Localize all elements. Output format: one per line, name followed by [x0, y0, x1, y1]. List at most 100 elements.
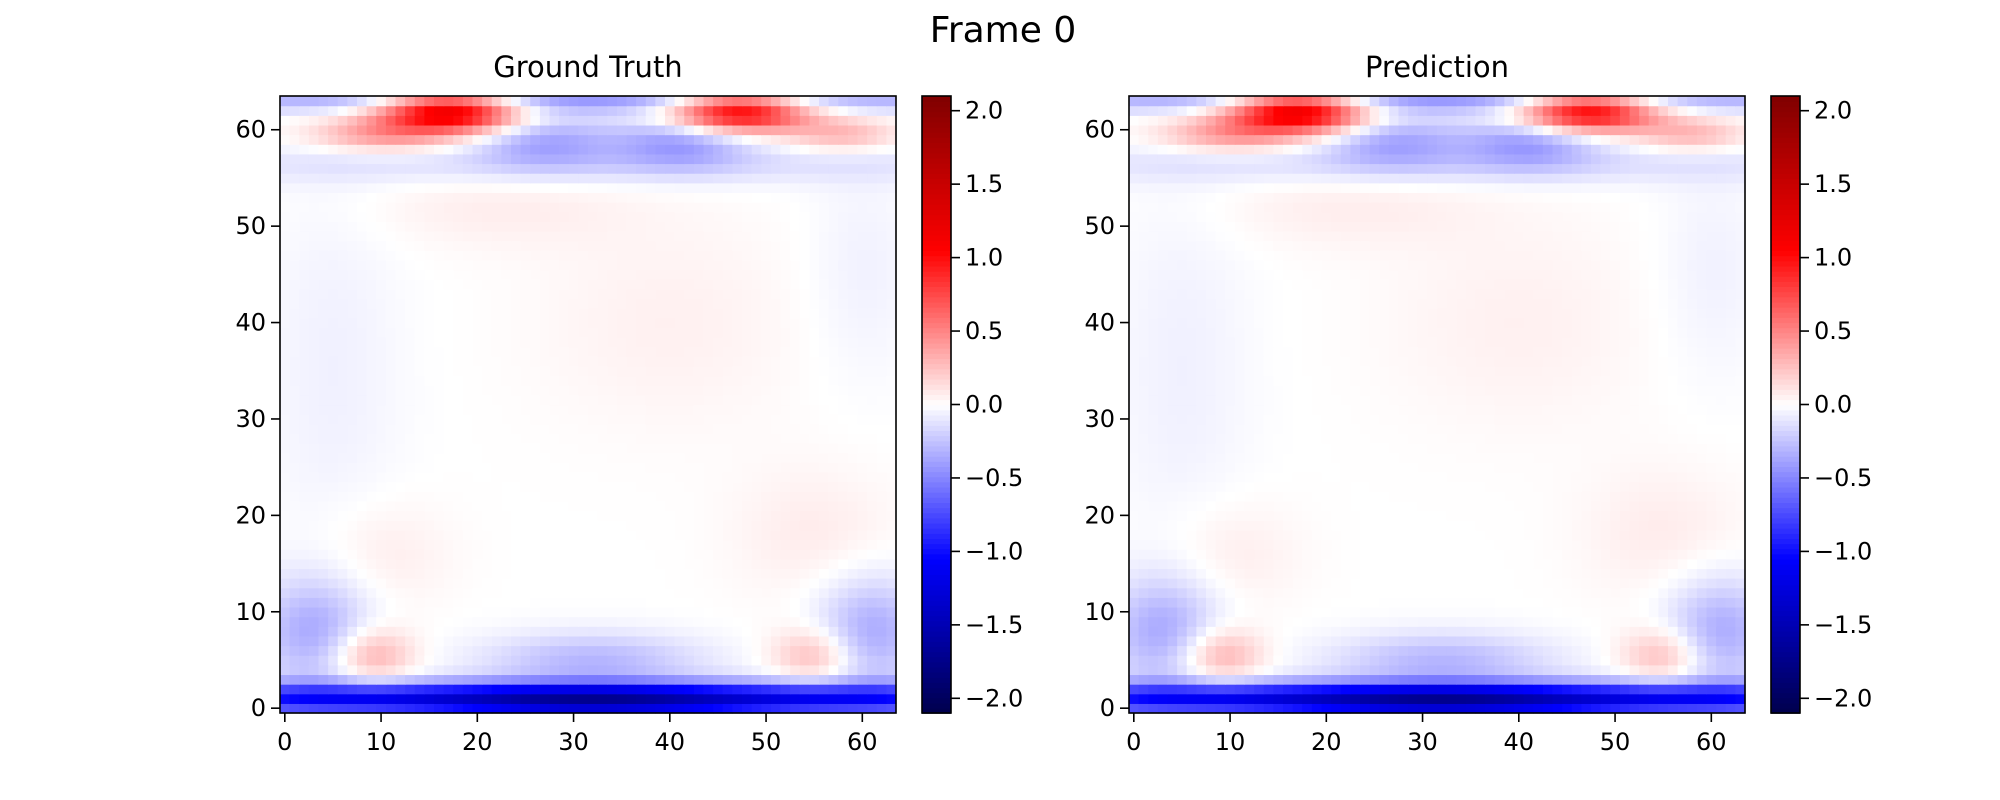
heatmap-cell	[308, 308, 320, 319]
heatmap-cell	[539, 144, 551, 155]
heatmap-cell	[838, 529, 849, 541]
heatmap-cell	[414, 693, 425, 704]
heatmap-cell	[674, 568, 685, 579]
heatmap-cell	[1292, 655, 1303, 666]
heatmap-cell	[751, 124, 762, 136]
heatmap-cell	[876, 182, 887, 194]
heatmap-cell	[713, 173, 724, 184]
colorbar-segment	[922, 419, 951, 426]
heatmap-cell	[876, 404, 887, 415]
heatmap-cell	[337, 471, 348, 483]
heatmap-cell	[337, 298, 348, 309]
heatmap-cell	[1398, 606, 1409, 618]
heatmap-cell	[1157, 684, 1169, 695]
heatmap-cell	[857, 96, 868, 107]
heatmap-cell	[395, 144, 406, 155]
heatmap-cell	[761, 558, 772, 569]
heatmap-cell	[722, 626, 733, 637]
heatmap-cell	[376, 433, 387, 444]
heatmap-cell	[434, 356, 445, 367]
heatmap-cell	[1408, 616, 1419, 627]
heatmap-cell	[847, 269, 859, 280]
heatmap-cell	[1302, 655, 1313, 666]
heatmap-cell	[847, 105, 859, 116]
heatmap-cell	[1706, 684, 1717, 695]
heatmap-cell	[1283, 635, 1294, 647]
colorbar-segment	[922, 101, 951, 108]
heatmap-cell	[1706, 703, 1717, 714]
heatmap-cell	[462, 626, 474, 637]
heatmap-cell	[472, 568, 483, 579]
heatmap-cell	[1398, 664, 1409, 676]
heatmap-cell	[366, 626, 377, 637]
heatmap-cell	[636, 317, 647, 328]
heatmap-cell	[501, 491, 512, 502]
heatmap-cell	[1427, 674, 1438, 685]
heatmap-cell	[819, 327, 830, 338]
heatmap-cell	[770, 124, 782, 136]
heatmap-cell	[809, 423, 820, 435]
heatmap-cell	[799, 549, 810, 560]
heatmap-cell	[665, 664, 676, 676]
heatmap-cell	[1735, 606, 1746, 618]
heatmap-cell	[655, 655, 666, 666]
heatmap-cell	[1350, 655, 1361, 666]
heatmap-cell	[549, 308, 560, 319]
heatmap-cell	[607, 269, 618, 280]
heatmap-cell	[511, 404, 522, 415]
heatmap-cell	[819, 703, 830, 714]
heatmap-cell	[799, 529, 810, 541]
heatmap-cell	[1581, 693, 1592, 704]
heatmap-cell	[385, 221, 397, 232]
heatmap-cell	[366, 298, 377, 309]
heatmap-cell	[1283, 626, 1294, 637]
heatmap-cell	[607, 529, 618, 541]
heatmap-cell	[1687, 655, 1698, 666]
heatmap-cell	[357, 327, 368, 338]
heatmap-cell	[376, 269, 387, 280]
heatmap-cell	[308, 259, 320, 271]
heatmap-cell	[751, 462, 762, 473]
heatmap-cell	[549, 558, 560, 569]
heatmap-cell	[1331, 645, 1342, 656]
heatmap-cell	[1408, 703, 1419, 714]
heatmap-cell	[674, 500, 685, 512]
heatmap-cell	[1610, 655, 1621, 666]
heatmap-cell	[337, 703, 348, 714]
heatmap-cell	[366, 645, 377, 656]
heatmap-cell	[607, 124, 618, 136]
heatmap-cell	[588, 645, 599, 656]
heatmap-cell	[568, 308, 579, 319]
heatmap-cell	[809, 433, 820, 444]
heatmap-cell	[819, 279, 830, 290]
heatmap-cell	[453, 337, 464, 348]
heatmap-cell	[1648, 684, 1659, 695]
heatmap-cell	[770, 703, 782, 714]
heatmap-cell	[539, 684, 551, 695]
heatmap-cell	[626, 250, 637, 261]
heatmap-cell	[770, 404, 782, 415]
heatmap-cell	[867, 423, 878, 435]
heatmap-cell	[328, 153, 339, 165]
heatmap-cell	[1408, 645, 1419, 656]
heatmap-cell	[742, 645, 753, 656]
heatmap-cell	[434, 124, 445, 136]
heatmap-cell	[684, 288, 695, 300]
heatmap-cell	[289, 394, 300, 406]
heatmap-cell	[530, 327, 541, 338]
heatmap-cell	[1658, 684, 1669, 695]
heatmap-cell	[414, 327, 425, 338]
heatmap-cell	[1514, 684, 1525, 695]
heatmap-cell	[751, 317, 762, 328]
heatmap-cell	[607, 703, 618, 714]
heatmap-cell	[588, 337, 599, 348]
heatmap-cell	[280, 230, 291, 242]
heatmap-cell	[847, 423, 859, 435]
heatmap-cell	[1706, 664, 1717, 676]
heatmap-cell	[770, 655, 782, 666]
heatmap-cell	[790, 192, 801, 203]
heatmap-cell	[520, 635, 531, 647]
heatmap-cell	[703, 587, 714, 598]
heatmap-cell	[443, 635, 454, 647]
heatmap-cell	[1456, 635, 1467, 647]
